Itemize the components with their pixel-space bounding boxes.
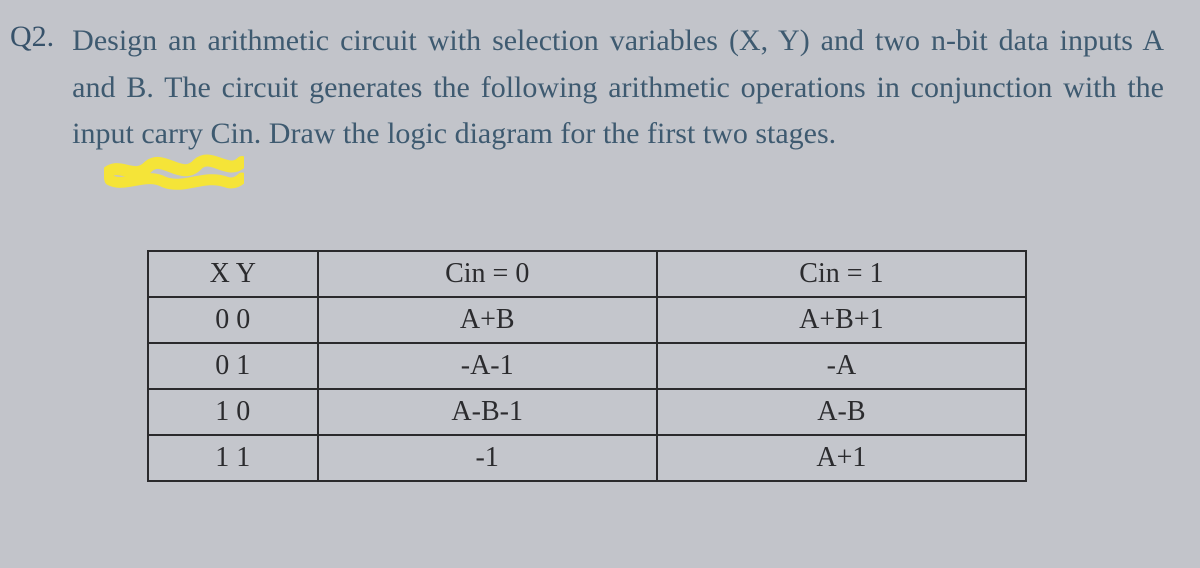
highlight-scribble-icon [104, 152, 244, 190]
cell-cin1: -A [657, 343, 1026, 389]
cell-xy: 0 0 [148, 297, 318, 343]
table-row: 1 0 A-B-1 A-B [148, 389, 1026, 435]
table-row: 1 1 -1 A+1 [148, 435, 1026, 481]
header-cell-cin0: Cin = 0 [318, 251, 657, 297]
question-block: Q2. Design an arithmetic circuit with se… [10, 18, 1164, 158]
cell-xy: 1 1 [148, 435, 318, 481]
document-page: Q2. Design an arithmetic circuit with se… [0, 0, 1200, 502]
cell-cin0: -1 [318, 435, 657, 481]
question-number: Q2. [10, 18, 54, 54]
operations-table-wrapper: X Y Cin = 0 Cin = 1 0 0 A+B A+B+1 0 1 -A… [10, 250, 1164, 482]
table-header-row: X Y Cin = 0 Cin = 1 [148, 251, 1026, 297]
table-row: 0 0 A+B A+B+1 [148, 297, 1026, 343]
cell-cin0: A+B [318, 297, 657, 343]
header-cell-cin1: Cin = 1 [657, 251, 1026, 297]
cell-cin1: A+1 [657, 435, 1026, 481]
cell-cin1: A+B+1 [657, 297, 1026, 343]
header-cell-xy: X Y [148, 251, 318, 297]
cell-cin1: A-B [657, 389, 1026, 435]
table-row: 0 1 -A-1 -A [148, 343, 1026, 389]
operations-table: X Y Cin = 0 Cin = 1 0 0 A+B A+B+1 0 1 -A… [147, 250, 1027, 482]
cell-xy: 0 1 [148, 343, 318, 389]
cell-cin0: A-B-1 [318, 389, 657, 435]
cell-xy: 1 0 [148, 389, 318, 435]
cell-cin0: -A-1 [318, 343, 657, 389]
question-text: Design an arithmetic circuit with select… [72, 18, 1164, 158]
